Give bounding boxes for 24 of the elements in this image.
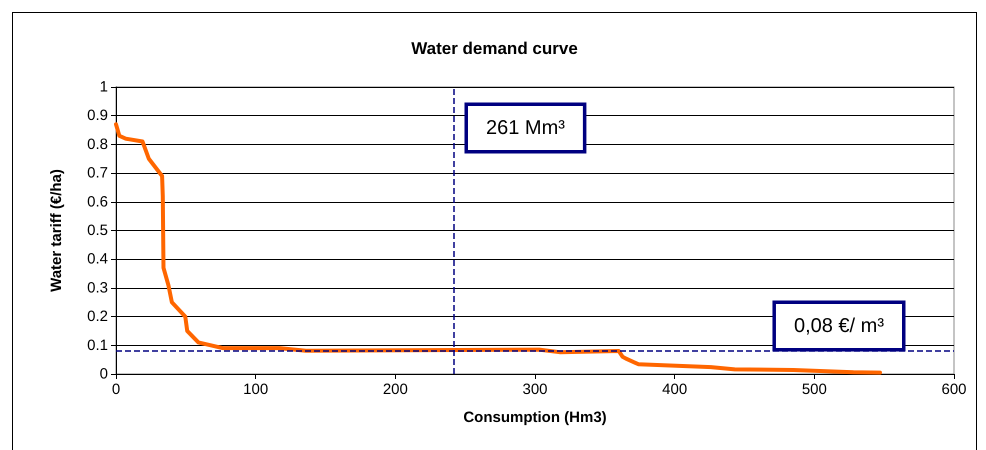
- y-tick-label: 0.5: [87, 222, 108, 239]
- line-series: [114, 122, 882, 375]
- x-tick-label: 300: [522, 381, 548, 398]
- x-tick-label: 0: [112, 381, 120, 398]
- y-tick-label: 0.8: [87, 136, 108, 153]
- x-axis-title: Consumption (Hm3): [463, 409, 607, 426]
- ref-line-label: 261 Mm³: [486, 117, 566, 139]
- x-tick-label: 100: [243, 381, 268, 398]
- y-tick-label: 0.6: [87, 193, 108, 210]
- y-tick-label: 0.2: [87, 308, 108, 326]
- y-axis-title: Water tariff (€/ha): [48, 169, 65, 292]
- x-tick-label: 500: [802, 381, 827, 398]
- ref-line-label: 0,08 €/ m³: [794, 315, 884, 338]
- y-tick-label: 0.4: [87, 250, 108, 268]
- x-tick-label: 400: [662, 381, 688, 398]
- y-tick-label: 0.7: [87, 164, 108, 182]
- chart-title: Water demand curve: [411, 39, 578, 58]
- y-tick-label: 0.9: [87, 107, 108, 124]
- y-tick-label: 0.1: [87, 336, 108, 354]
- y-tick-label: 1: [100, 78, 108, 96]
- y-tick-label: 0: [100, 366, 108, 382]
- x-tick-label: 200: [382, 381, 408, 398]
- y-tick-label: 0.3: [87, 279, 108, 296]
- x-tick-label: 600: [941, 381, 967, 398]
